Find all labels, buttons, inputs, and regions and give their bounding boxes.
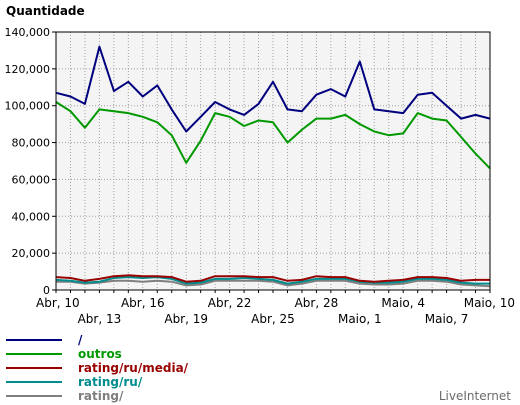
grid <box>56 32 490 290</box>
legend-swatch <box>6 353 62 355</box>
legend-label: rating/ru/ <box>78 375 143 389</box>
x-tick-label: Maio, 4 <box>381 296 425 310</box>
legend-swatch <box>6 381 62 383</box>
x-tick-label: Abr, 10 <box>36 296 80 310</box>
y-tick-label: 40,000 <box>12 210 51 223</box>
y-tick-label: 140,000 <box>5 26 51 39</box>
series-line-rating-ru <box>55 276 490 285</box>
legend-label: rating/ <box>78 389 124 403</box>
y-axis-label: Quantidade <box>6 4 85 18</box>
legend-swatch <box>6 367 62 369</box>
x-tick-label: Maio, 10 <box>464 296 515 310</box>
y-tick-label: 80,000 <box>12 137 51 150</box>
x-tick-label: Abr, 25 <box>251 312 295 326</box>
legend-swatch <box>6 395 62 397</box>
y-tick-label: 0 <box>43 284 50 297</box>
x-tick-label: Abr, 16 <box>121 296 165 310</box>
legend-label: rating/ru/media/ <box>78 361 189 375</box>
series-line-rating-ru-media <box>55 274 490 283</box>
y-tick-label: 60,000 <box>12 173 51 186</box>
x-tick-label: Maio, 7 <box>425 312 469 326</box>
series-lines <box>55 45 491 288</box>
series-line- <box>55 45 491 133</box>
series-line-outros <box>55 101 491 170</box>
y-axis: 0 20,000 40,000 60,000 80,000 100,000 120,000 1… <box>5 26 56 297</box>
y-tick-label: 20,000 <box>12 247 51 260</box>
x-tick-label: Maio, 1 <box>338 312 382 326</box>
x-tick-label: Abr, 28 <box>295 296 339 310</box>
x-tick-label: Abr, 19 <box>164 312 208 326</box>
series-line-rating <box>56 279 491 288</box>
x-tick-label: Abr, 22 <box>208 296 252 310</box>
brand-text: LiveInternet <box>438 389 511 403</box>
plot-frame <box>55 31 491 291</box>
x-tick-label: Abr, 13 <box>78 312 122 326</box>
y-tick-label: 100,000 <box>5 100 51 113</box>
y-tick-label: 120,000 <box>5 63 51 76</box>
legend-label: outros <box>78 347 122 361</box>
legend-label: / <box>78 333 83 347</box>
legend-swatch <box>6 339 62 341</box>
